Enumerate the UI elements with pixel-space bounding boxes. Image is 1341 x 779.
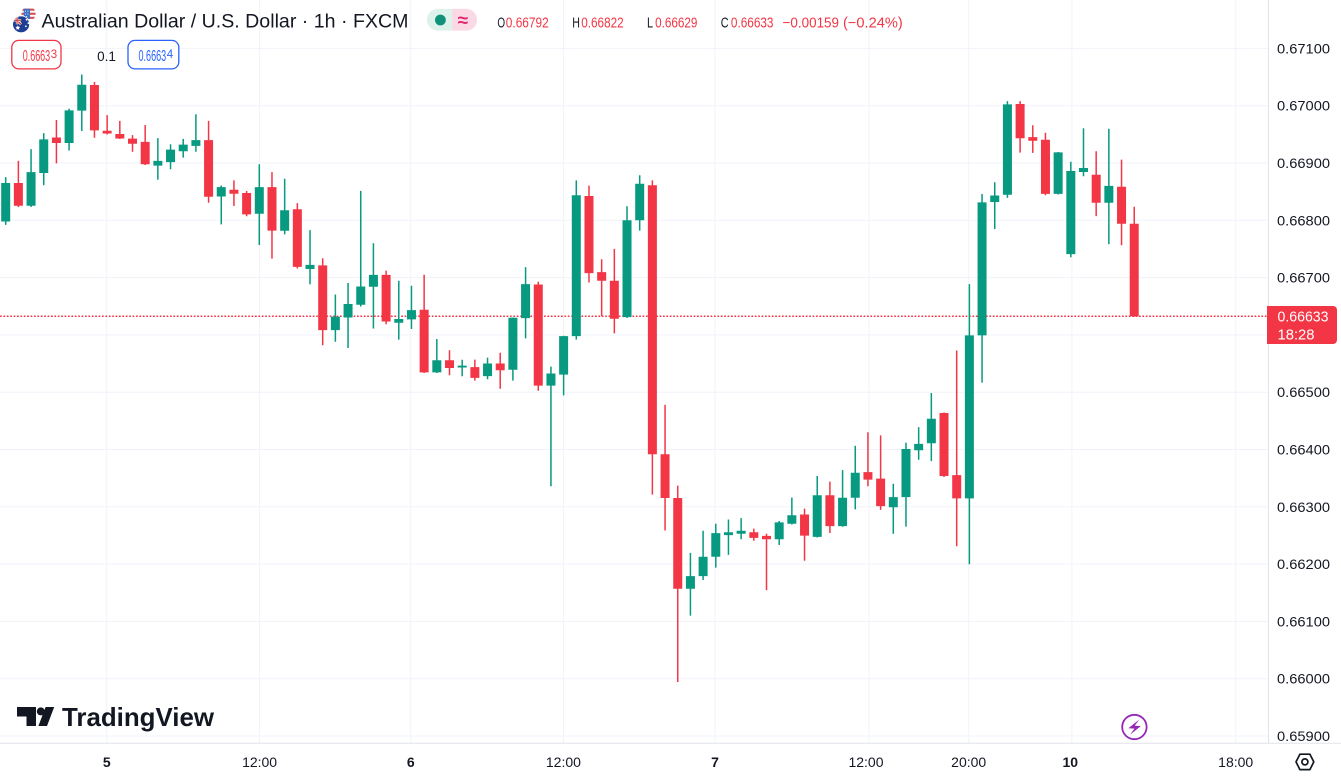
- svg-text:0.67000: 0.67000: [1277, 98, 1330, 114]
- svg-text:7: 7: [711, 754, 719, 770]
- svg-text:0.66633: 0.66633: [731, 16, 774, 32]
- svg-text:TradingView: TradingView: [62, 702, 215, 732]
- svg-text:0.66900: 0.66900: [1277, 155, 1330, 171]
- svg-text:0.66000: 0.66000: [1277, 671, 1330, 687]
- svg-text:0.66629: 0.66629: [655, 16, 697, 32]
- svg-text:0.66822: 0.66822: [581, 16, 623, 32]
- svg-text:6: 6: [407, 754, 415, 770]
- svg-text:12:00: 12:00: [546, 754, 581, 770]
- svg-text:0.66800: 0.66800: [1277, 212, 1330, 228]
- svg-text:18:00: 18:00: [1218, 754, 1253, 770]
- svg-text:≈: ≈: [458, 11, 469, 32]
- svg-text:0.66400: 0.66400: [1277, 442, 1330, 458]
- svg-text:L: L: [647, 16, 653, 32]
- svg-text:Australian Dollar / U.S. Dolla: Australian Dollar / U.S. Dollar · 1h · F…: [42, 12, 409, 33]
- svg-text:0.6663: 0.6663: [23, 48, 51, 65]
- svg-text:H: H: [572, 16, 580, 32]
- svg-text:12:00: 12:00: [848, 754, 883, 770]
- svg-text:0.66300: 0.66300: [1277, 499, 1330, 515]
- svg-text:4: 4: [167, 49, 174, 61]
- svg-text:10: 10: [1063, 754, 1079, 770]
- svg-text:0.6663: 0.6663: [139, 48, 167, 65]
- svg-text:O: O: [497, 16, 505, 32]
- svg-text:3: 3: [51, 49, 57, 61]
- svg-text:0.66700: 0.66700: [1277, 270, 1330, 286]
- svg-text:−0.00159: −0.00159: [783, 16, 839, 32]
- svg-text:C: C: [721, 16, 729, 32]
- svg-text:0.66200: 0.66200: [1277, 556, 1330, 572]
- svg-text:0.66792: 0.66792: [506, 16, 549, 32]
- svg-text:(−0.24%): (−0.24%): [843, 16, 903, 32]
- svg-text:0.65900: 0.65900: [1277, 728, 1330, 744]
- svg-text:0.66633: 0.66633: [1278, 309, 1329, 325]
- svg-text:0.66500: 0.66500: [1277, 384, 1330, 400]
- svg-text:0.1: 0.1: [97, 49, 116, 64]
- svg-text:20:00: 20:00: [951, 754, 986, 770]
- svg-text:12:00: 12:00: [242, 754, 277, 770]
- svg-text:0.66100: 0.66100: [1277, 613, 1330, 629]
- svg-text:0.67100: 0.67100: [1277, 40, 1330, 56]
- svg-text:18:28: 18:28: [1278, 328, 1315, 344]
- svg-text:5: 5: [103, 754, 111, 770]
